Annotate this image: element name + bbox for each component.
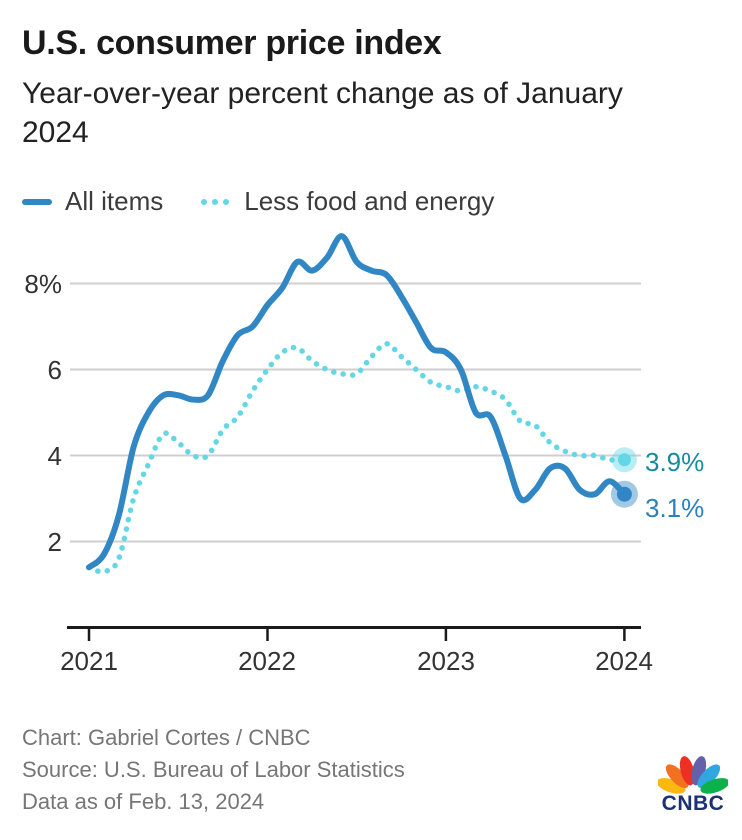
peacock-feather-2 [679, 756, 695, 786]
footer-source: Source: U.S. Bureau of Labor Statistics [22, 757, 405, 782]
y-tick-label-2: 2 [47, 527, 62, 557]
footer-credit: Chart: Gabriel Cortes / CNBC [22, 725, 311, 750]
end-dot-all-items [616, 486, 632, 502]
less-food-energy-dots-swatch-icon [201, 198, 230, 205]
end-dot-less-food-energy [617, 453, 631, 467]
footer: Chart: Gabriel Cortes / CNBC Source: U.S… [22, 722, 405, 818]
legend-label-less-food-energy: Less food and energy [244, 186, 495, 216]
series-line-all-items [86, 233, 628, 571]
nbc-peacock-icon [658, 756, 728, 794]
peacock-feather-5 [700, 778, 728, 794]
cnbc-logo: CNBC [656, 754, 730, 816]
x-tick-label-2024: 2024 [595, 646, 653, 676]
page-title: U.S. consumer price index [22, 24, 442, 62]
x-tick-label-2021: 2021 [60, 646, 118, 676]
peacock-feather-4 [697, 764, 721, 789]
page-subtitle: Year-over-year percent change as of Janu… [22, 77, 623, 149]
all-items-line-swatch-icon [22, 198, 52, 205]
x-tick-label-2022: 2022 [238, 646, 296, 676]
footer-data-as-of: Data as of Feb. 13, 2024 [22, 789, 265, 814]
legend-label-all-items: All items [65, 186, 164, 216]
peacock-feather-1 [665, 764, 689, 789]
end-value-label-less-food-energy: 3.9% [645, 447, 705, 477]
series-line-less-food-energy [86, 340, 628, 575]
legend-item-all-items: All items [22, 186, 163, 217]
y-tick-label-4: 4 [47, 441, 62, 471]
cnbc-wordmark: CNBC [661, 792, 725, 815]
y-tick-label-8: 8% [24, 269, 62, 299]
legend: All items Less food and energy [22, 186, 494, 217]
legend-item-less-food-energy: Less food and energy [201, 186, 494, 217]
y-tick-label-6: 6 [47, 355, 62, 385]
end-value-label-all-items: 3.1% [645, 493, 705, 523]
x-tick-label-2023: 2023 [417, 646, 475, 676]
